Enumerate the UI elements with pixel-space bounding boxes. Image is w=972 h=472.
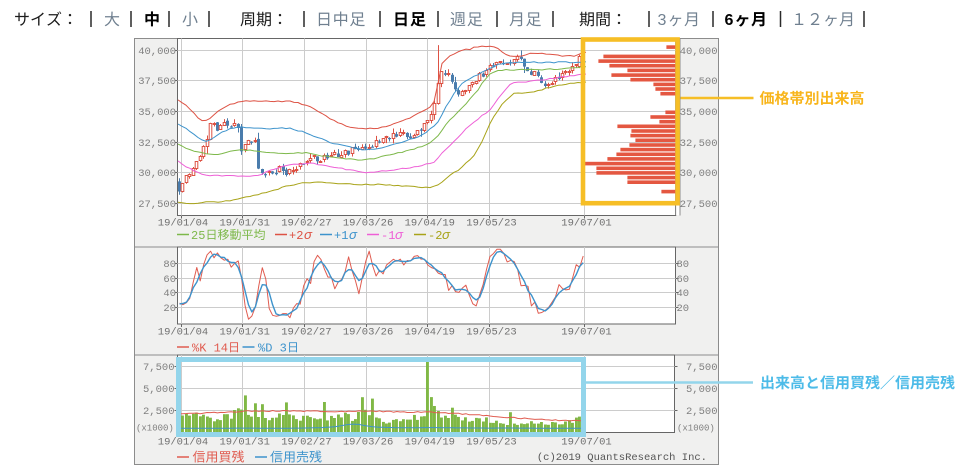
svg-text:19/01/31: 19/01/31 [219,218,269,230]
svg-text:σ: σ [442,228,451,243]
svg-text:37,500: 37,500 [138,76,176,88]
svg-text:(x1000): (x1000) [677,424,715,434]
svg-text:60: 60 [677,274,690,286]
svg-text:+1: +1 [334,229,348,243]
svg-text:σ: σ [304,228,313,243]
svg-text:40,000: 40,000 [680,46,718,58]
svg-text:19/03/26: 19/03/26 [343,437,393,449]
svg-text:19/01/04: 19/01/04 [158,437,208,449]
svg-text:19/07/01: 19/07/01 [561,218,611,230]
svg-text:(c)2019 QuantsResearch Inc.: (c)2019 QuantsResearch Inc. [537,452,707,464]
svg-text:19/03/26: 19/03/26 [343,327,393,339]
svg-text:27,500: 27,500 [680,199,718,211]
svg-text:19/05/23: 19/05/23 [466,437,516,449]
svg-text:2,500: 2,500 [143,406,175,418]
svg-text:19/03/26: 19/03/26 [343,218,393,230]
svg-text:(x1000): (x1000) [136,424,174,434]
svg-text:32,500: 32,500 [680,138,718,150]
svg-text:5,000: 5,000 [686,384,718,396]
svg-text:60: 60 [163,274,176,286]
svg-text:3: 3 [658,12,667,29]
svg-text:80: 80 [163,259,176,271]
svg-text:19/01/31: 19/01/31 [219,327,269,339]
svg-text:%K 14: %K 14 [192,342,228,356]
svg-text:19/04/19: 19/04/19 [405,437,455,449]
svg-text:25: 25 [191,229,205,243]
svg-text:40: 40 [677,288,690,300]
svg-text:+2: +2 [289,229,303,243]
svg-text:40: 40 [163,288,176,300]
svg-text:-2: -2 [428,229,442,243]
svg-text:30,000: 30,000 [680,168,718,180]
svg-text:σ: σ [349,228,358,243]
svg-text:19/05/23: 19/05/23 [466,327,516,339]
svg-text:7,500: 7,500 [143,362,175,374]
svg-text:32,500: 32,500 [138,138,176,150]
svg-text:37,500: 37,500 [680,76,718,88]
svg-text:20: 20 [163,303,176,315]
svg-text:19/01/04: 19/01/04 [158,218,208,230]
svg-text:19/02/27: 19/02/27 [281,437,331,449]
svg-text:20: 20 [677,303,690,315]
svg-text:6: 6 [725,12,734,29]
svg-text:2,500: 2,500 [686,406,718,418]
svg-text:19/04/19: 19/04/19 [405,327,455,339]
svg-text:19/07/01: 19/07/01 [561,327,611,339]
svg-text:19/04/19: 19/04/19 [405,218,455,230]
svg-text:19/07/01: 19/07/01 [561,437,611,449]
svg-text:19/02/27: 19/02/27 [281,327,331,339]
svg-text:19/01/31: 19/01/31 [219,437,269,449]
svg-text:σ: σ [395,228,404,243]
svg-text:19/01/04: 19/01/04 [158,327,208,339]
svg-text:27,500: 27,500 [138,199,176,211]
svg-text:5,000: 5,000 [143,384,175,396]
svg-text:40,000: 40,000 [138,46,176,58]
svg-text:%D 3: %D 3 [258,342,287,356]
svg-text:19/05/23: 19/05/23 [466,218,516,230]
svg-text:19/02/27: 19/02/27 [281,218,331,230]
svg-text:30,000: 30,000 [138,168,176,180]
svg-text:35,000: 35,000 [680,107,718,119]
svg-text:35,000: 35,000 [138,107,176,119]
svg-text:-1: -1 [381,229,395,243]
svg-text:80: 80 [677,259,690,271]
svg-text:7,500: 7,500 [686,362,718,374]
